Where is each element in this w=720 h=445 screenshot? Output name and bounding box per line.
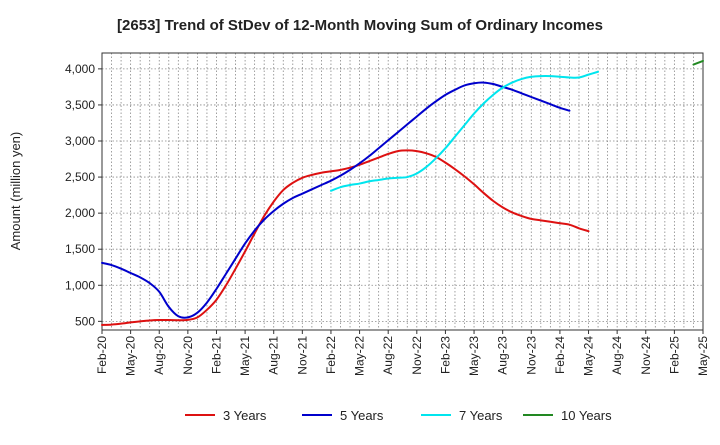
series-line-3-years [101, 149, 590, 326]
x-tick-label: Nov-23 [524, 336, 538, 375]
x-tick-label: Nov-21 [295, 336, 309, 375]
x-tick-label: Feb-23 [438, 336, 452, 374]
x-tick-label: Aug-23 [496, 336, 510, 375]
y-tick-label: 2,000 [65, 206, 95, 220]
legend: 3 Years 5 Years 7 Years 10 Years [185, 408, 612, 423]
legend-label: 10 Years [561, 408, 612, 423]
y-axis-label: Amount (million yen) [8, 132, 23, 251]
y-axis-ticks: 500 1,000 1,500 2,000 2,500 3,000 3,500 4,000 [65, 62, 102, 328]
x-tick-label: May-22 [353, 336, 367, 376]
x-tick-label: Feb-24 [553, 336, 567, 374]
series-lines [101, 59, 704, 326]
x-tick-label: Nov-22 [410, 336, 424, 375]
x-tick-label: May-21 [238, 336, 252, 376]
legend-label: 3 Years [223, 408, 267, 423]
x-tick-label: Feb-21 [209, 336, 223, 374]
x-tick-label: May-23 [467, 336, 481, 376]
x-tick-label: Aug-24 [610, 336, 624, 375]
chart-title: [2653] Trend of StDev of 12-Month Moving… [117, 17, 603, 34]
x-tick-label: Nov-24 [639, 336, 653, 375]
x-tick-label: May-24 [582, 336, 596, 376]
x-tick-label: Aug-22 [381, 336, 395, 375]
series-line-10-years [692, 59, 704, 66]
x-tick-label: Aug-21 [267, 336, 281, 375]
x-tick-label: May-20 [124, 336, 138, 376]
y-tick-label: 2,500 [65, 170, 95, 184]
x-tick-label: Feb-25 [667, 336, 681, 374]
x-tick-label: May-25 [696, 336, 710, 376]
series-line-7-years [329, 70, 600, 192]
x-tick-label: Feb-22 [324, 336, 338, 374]
x-tick-label: Feb-20 [95, 336, 109, 374]
y-tick-label: 500 [75, 314, 95, 328]
x-axis-ticks: Feb-20 May-20 Aug-20 Nov-20 Feb-21 May-21 Aug-… [95, 330, 710, 376]
series-line-5-years [101, 81, 571, 319]
y-tick-label: 1,000 [65, 278, 95, 292]
plot-area [101, 52, 704, 331]
legend-label: 5 Years [340, 408, 384, 423]
x-tick-label: Aug-20 [152, 336, 166, 375]
x-tick-label: Nov-20 [181, 336, 195, 375]
y-tick-label: 4,000 [65, 62, 95, 76]
legend-label: 7 Years [459, 408, 503, 423]
y-tick-label: 1,500 [65, 242, 95, 256]
grid [102, 53, 703, 330]
y-tick-label: 3,000 [65, 134, 95, 148]
y-tick-label: 3,500 [65, 98, 95, 112]
